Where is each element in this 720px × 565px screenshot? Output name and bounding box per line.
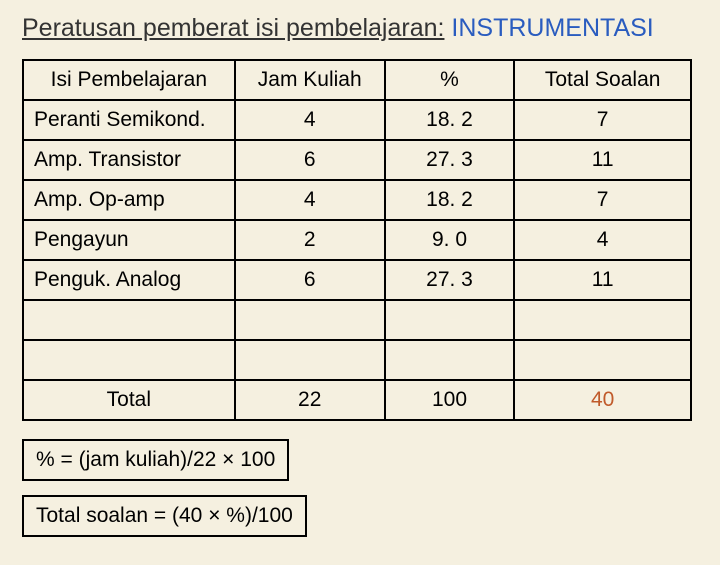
formula-percent: % = (jam kuliah)/22 × 100: [22, 439, 289, 481]
table-row-empty: [23, 300, 691, 340]
cell-isi: Amp. Transistor: [23, 140, 235, 180]
table-header-row: Isi Pembelajaran Jam Kuliah % Total Soal…: [23, 60, 691, 100]
cell-total: 11: [514, 260, 691, 300]
cell-total: 7: [514, 100, 691, 140]
header-jam: Jam Kuliah: [235, 60, 385, 100]
cell-total: [514, 300, 691, 340]
total-jam: 22: [235, 380, 385, 420]
title-accent: INSTRUMENTASI: [451, 14, 653, 42]
total-label: Total: [23, 380, 235, 420]
cell-pct: 27. 3: [385, 140, 515, 180]
table-total-row: Total 22 100 40: [23, 380, 691, 420]
table-row-empty: [23, 340, 691, 380]
cell-jam: 4: [235, 100, 385, 140]
table-row: Amp. Op-amp 4 18. 2 7: [23, 180, 691, 220]
total-pct: 100: [385, 380, 515, 420]
cell-jam: 2: [235, 220, 385, 260]
slide: Peratusan pemberat isi pembelajaran: INS…: [0, 0, 720, 565]
page-title: Peratusan pemberat isi pembelajaran: INS…: [22, 14, 698, 43]
header-total: Total Soalan: [514, 60, 691, 100]
cell-isi: Pengayun: [23, 220, 235, 260]
cell-jam: [235, 300, 385, 340]
cell-jam: 4: [235, 180, 385, 220]
cell-pct: [385, 300, 515, 340]
cell-jam: [235, 340, 385, 380]
cell-isi: Peranti Semikond.: [23, 100, 235, 140]
title-main: Peratusan pemberat isi pembelajaran:: [22, 14, 444, 42]
cell-pct: 18. 2: [385, 100, 515, 140]
cell-pct: [385, 340, 515, 380]
cell-jam: 6: [235, 260, 385, 300]
cell-isi: Penguk. Analog: [23, 260, 235, 300]
cell-total: 7: [514, 180, 691, 220]
cell-pct: 18. 2: [385, 180, 515, 220]
cell-pct: 27. 3: [385, 260, 515, 300]
cell-total: 11: [514, 140, 691, 180]
cell-pct: 9. 0: [385, 220, 515, 260]
table-row: Pengayun 2 9. 0 4: [23, 220, 691, 260]
table-row: Amp. Transistor 6 27. 3 11: [23, 140, 691, 180]
cell-isi: [23, 340, 235, 380]
weight-table: Isi Pembelajaran Jam Kuliah % Total Soal…: [22, 59, 692, 421]
header-pct: %: [385, 60, 515, 100]
cell-isi: Amp. Op-amp: [23, 180, 235, 220]
cell-total: [514, 340, 691, 380]
cell-total: 4: [514, 220, 691, 260]
total-soalan: 40: [514, 380, 691, 420]
table-row: Penguk. Analog 6 27. 3 11: [23, 260, 691, 300]
cell-jam: 6: [235, 140, 385, 180]
cell-isi: [23, 300, 235, 340]
header-isi: Isi Pembelajaran: [23, 60, 235, 100]
formula-total-soalan: Total soalan = (40 × %)/100: [22, 495, 307, 537]
table-row: Peranti Semikond. 4 18. 2 7: [23, 100, 691, 140]
